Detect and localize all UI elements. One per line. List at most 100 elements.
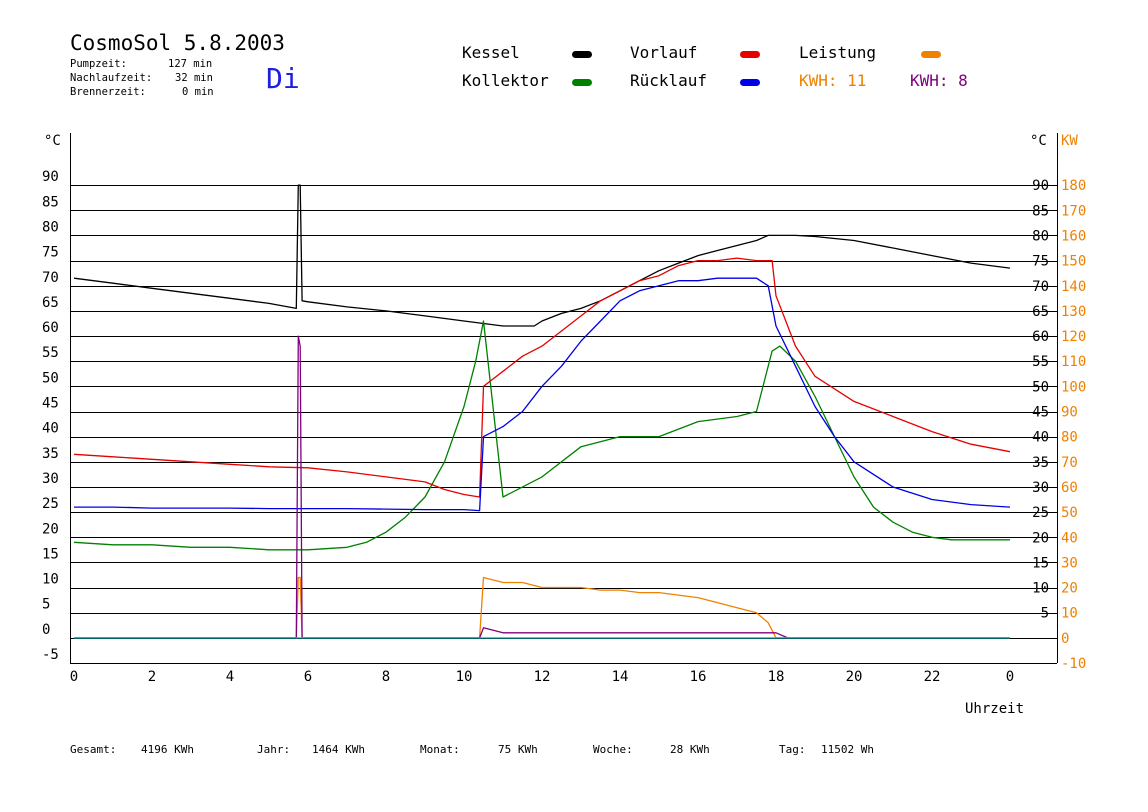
chart-title: CosmoSol 5.8.2003 bbox=[70, 31, 285, 55]
x-tick-label: 18 bbox=[768, 669, 785, 685]
x-tick-label: 0 bbox=[1006, 669, 1014, 685]
y-tick-label-right-temp: 10 bbox=[1032, 581, 1049, 597]
y-tick-label-right-temp: 45 bbox=[1032, 405, 1049, 421]
y-tick-label-right-temp: 65 bbox=[1032, 304, 1049, 320]
y-tick-label-right-temp: 30 bbox=[1032, 480, 1049, 496]
axes bbox=[70, 133, 1058, 664]
series-line-leistung-r-cklauf bbox=[74, 335, 1010, 639]
y-tick-label-right-kw: 50 bbox=[1061, 505, 1078, 521]
stat-nachlaufzeit-value: 32 min bbox=[175, 72, 213, 84]
stat-brennerzeit-label: Brennerzeit: bbox=[70, 86, 146, 98]
x-tick-label: 0 bbox=[70, 669, 78, 685]
x-tick-label: 4 bbox=[226, 669, 234, 685]
x-tick-label: 2 bbox=[148, 669, 156, 685]
x-tick-label: 8 bbox=[382, 669, 390, 685]
weekday-label: Di bbox=[266, 62, 300, 95]
x-axis-label: Uhrzeit bbox=[965, 701, 1025, 717]
x-tick-label: 10 bbox=[456, 669, 473, 685]
y-tick-label-right-temp: 25 bbox=[1032, 505, 1049, 521]
y-tick-label-right-kw: 180 bbox=[1061, 178, 1086, 194]
stat-brennerzeit-value: 0 min bbox=[182, 86, 214, 98]
y-tick-label-right-kw: 70 bbox=[1061, 455, 1078, 471]
y-tick-label-right-kw: 40 bbox=[1061, 530, 1078, 546]
tick-labels: -505101520253035404550556065707580859051… bbox=[42, 169, 1086, 685]
series-line-r-cklauf bbox=[74, 277, 1011, 512]
y-tick-label-right-temp: 75 bbox=[1032, 254, 1049, 270]
y-tick-label-left: -5 bbox=[42, 647, 59, 663]
right-axis-unit-kw: KW bbox=[1061, 133, 1078, 149]
y-tick-label-left: 5 bbox=[42, 597, 50, 613]
y-tick-label-right-kw: 140 bbox=[1061, 279, 1086, 295]
grid-lines bbox=[70, 185, 1057, 639]
y-tick-label-right-kw: 120 bbox=[1061, 329, 1086, 345]
y-tick-label-right-kw: 20 bbox=[1061, 581, 1078, 597]
series-lines bbox=[73, 184, 1011, 639]
footer-gesamt-value: 4196 KWh bbox=[141, 743, 194, 756]
y-tick-label-left: 25 bbox=[42, 496, 59, 512]
footer-woche-value: 28 KWh bbox=[670, 743, 710, 756]
footer-jahr-value: 1464 KWh bbox=[312, 743, 365, 756]
stat-pumpzeit-label: Pumpzeit: bbox=[70, 58, 127, 70]
legend-kollektor-label: Kollektor bbox=[462, 71, 549, 90]
y-tick-label-right-temp: 85 bbox=[1032, 203, 1049, 219]
y-tick-label-right-temp: 70 bbox=[1032, 279, 1049, 295]
legend-ruecklauf-swatch bbox=[740, 79, 760, 86]
footer-tag-value: 11502 Wh bbox=[821, 743, 874, 756]
x-tick-label: 6 bbox=[304, 669, 312, 685]
y-tick-label-left: 15 bbox=[42, 546, 59, 562]
y-tick-label-right-kw: -10 bbox=[1061, 656, 1086, 672]
y-tick-label-right-temp: 5 bbox=[1041, 606, 1049, 622]
y-tick-label-right-temp: 80 bbox=[1032, 228, 1049, 244]
x-tick-label: 12 bbox=[534, 669, 551, 685]
y-tick-label-right-temp: 90 bbox=[1032, 178, 1049, 194]
y-tick-label-left: 40 bbox=[42, 421, 59, 437]
series-line-leistung bbox=[74, 576, 1010, 639]
y-tick-label-left: 30 bbox=[42, 471, 59, 487]
y-tick-label-left: 70 bbox=[42, 270, 59, 286]
y-tick-label-right-kw: 150 bbox=[1061, 254, 1086, 270]
legend-kessel-label: Kessel bbox=[462, 43, 520, 62]
x-tick-label: 22 bbox=[924, 669, 941, 685]
y-tick-label-left: 55 bbox=[42, 345, 59, 361]
y-tick-label-left: 65 bbox=[42, 295, 59, 311]
y-tick-label-left: 0 bbox=[42, 622, 50, 638]
y-tick-label-right-kw: 80 bbox=[1061, 430, 1078, 446]
legend-kwh-leistung: KWH: 11 bbox=[799, 71, 867, 90]
y-tick-label-left: 20 bbox=[42, 521, 59, 537]
legend-vorlauf-swatch bbox=[740, 51, 760, 58]
y-tick-label-left: 80 bbox=[42, 219, 59, 235]
y-tick-label-right-kw: 110 bbox=[1061, 354, 1086, 370]
legend-leistung-swatch bbox=[921, 51, 941, 58]
footer-woche-label: Woche: bbox=[593, 743, 633, 756]
y-tick-label-left: 50 bbox=[42, 370, 59, 386]
footer-monat-value: 75 KWh bbox=[498, 743, 538, 756]
y-tick-label-right-temp: 35 bbox=[1032, 455, 1049, 471]
legend-kollektor-swatch bbox=[572, 79, 592, 86]
y-tick-label-right-kw: 170 bbox=[1061, 203, 1086, 219]
y-tick-label-right-kw: 160 bbox=[1061, 228, 1086, 244]
footer-tag-label: Tag: bbox=[779, 743, 806, 756]
legend-ruecklauf-label: Rücklauf bbox=[630, 71, 708, 90]
legend-kessel-swatch bbox=[572, 51, 592, 58]
legend-kwh-ruecklauf: KWH: 8 bbox=[910, 71, 968, 90]
footer-jahr-label: Jahr: bbox=[257, 743, 291, 756]
stat-pumpzeit-value: 127 min bbox=[168, 58, 213, 70]
y-tick-label-right-kw: 10 bbox=[1061, 606, 1078, 622]
y-tick-label-left: 45 bbox=[42, 396, 59, 412]
y-tick-label-right-kw: 100 bbox=[1061, 379, 1086, 395]
legend-leistung-label: Leistung bbox=[799, 43, 877, 62]
y-tick-label-right-kw: 60 bbox=[1061, 480, 1078, 496]
y-tick-label-right-temp: 20 bbox=[1032, 530, 1049, 546]
stat-nachlaufzeit-label: Nachlaufzeit: bbox=[70, 72, 153, 84]
y-tick-label-right-kw: 130 bbox=[1061, 304, 1086, 320]
y-tick-label-left: 75 bbox=[42, 245, 59, 261]
series-line-vorlauf bbox=[73, 257, 1011, 498]
y-tick-label-left: 85 bbox=[42, 194, 59, 210]
right-axis-unit-temp: °C bbox=[1030, 133, 1047, 149]
y-tick-label-right-temp: 40 bbox=[1032, 430, 1049, 446]
x-tick-label: 16 bbox=[690, 669, 707, 685]
legend-vorlauf-label: Vorlauf bbox=[630, 43, 698, 62]
y-tick-label-left: 35 bbox=[42, 446, 59, 462]
y-tick-label-left: 60 bbox=[42, 320, 59, 336]
footer-monat-label: Monat: bbox=[420, 743, 460, 756]
